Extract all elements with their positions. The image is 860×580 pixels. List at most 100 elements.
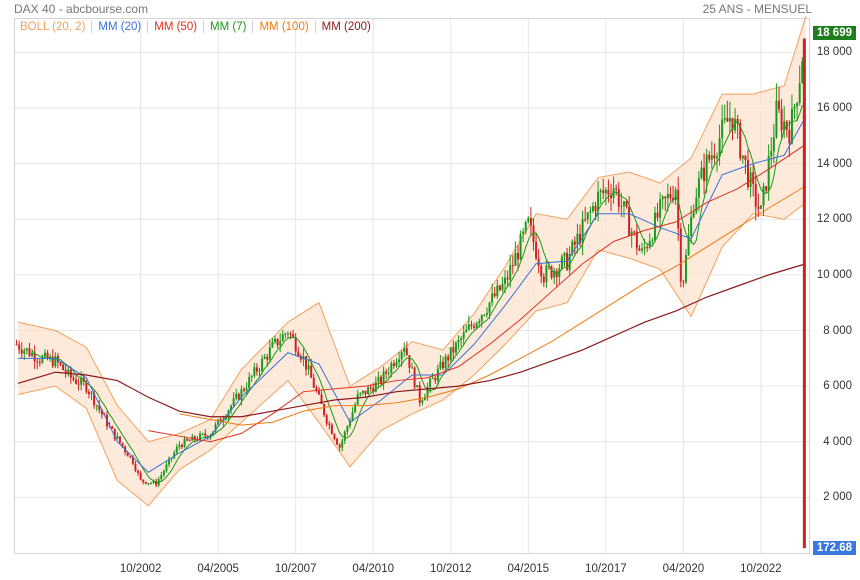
candle-body-52 <box>149 482 152 484</box>
candle-body-144 <box>387 372 390 374</box>
candle-body-200 <box>532 225 535 243</box>
candle-body-271 <box>715 156 718 159</box>
candle-body-217 <box>576 233 579 245</box>
candle-body-4 <box>25 348 28 351</box>
candle-body-83 <box>230 405 233 411</box>
candle-body-235 <box>622 201 625 206</box>
candle-body-303 <box>798 83 801 103</box>
candle-body-167 <box>447 356 450 361</box>
candle-body-249 <box>659 199 662 218</box>
legend-mm20[interactable]: MM (20) <box>98 21 149 33</box>
candle-body-149 <box>400 352 403 360</box>
candle-body-132 <box>356 394 359 405</box>
y-tick-label: 14 000 <box>816 157 852 170</box>
candle-body-66 <box>186 438 189 441</box>
candle-body-103 <box>281 334 284 342</box>
candle-body-159 <box>426 387 429 397</box>
candle-body-63 <box>178 444 181 448</box>
candle-body-179 <box>478 321 481 324</box>
candle-body-237 <box>628 206 631 236</box>
candle-body-293 <box>772 137 775 152</box>
candle-body-156 <box>418 385 421 403</box>
candle-body-41 <box>121 442 124 447</box>
candle-body-118 <box>320 394 323 405</box>
candle-body-165 <box>442 361 445 369</box>
legend-mm100[interactable]: MM (100) <box>259 21 316 33</box>
candle-body-238 <box>630 231 633 236</box>
candle-body-274 <box>723 117 726 120</box>
candle-body-8 <box>36 361 39 363</box>
candle-body-30 <box>93 392 96 406</box>
candle-body-197 <box>524 221 527 232</box>
candle-body-87 <box>240 389 243 400</box>
candle-body-107 <box>292 334 295 338</box>
candle-body-229 <box>607 189 610 195</box>
candle-body-1 <box>18 344 21 350</box>
legend-boll[interactable]: BOLL (20, 2) <box>20 21 93 33</box>
candle-body-157 <box>421 400 424 403</box>
x-tick-label: 04/2015 <box>507 563 550 575</box>
candle-body-61 <box>173 452 176 458</box>
candle-body-113 <box>307 365 310 370</box>
low-price-badge: 172.68 <box>812 541 856 556</box>
legend-mm50[interactable]: MM (50) <box>154 21 205 33</box>
candle-body-286 <box>754 183 757 207</box>
legend-mm200[interactable]: MM (200) <box>321 21 371 33</box>
candle-body-285 <box>752 172 755 184</box>
candle-body-219 <box>581 219 584 244</box>
x-tick-label: 10/2022 <box>740 563 782 575</box>
crash-candle <box>802 38 806 549</box>
candle-body-10 <box>41 356 44 363</box>
candle-body-5 <box>28 348 31 356</box>
candle-body-174 <box>465 329 468 333</box>
y-tick-label: 12 000 <box>816 213 852 226</box>
candle-body-14 <box>51 356 54 367</box>
candle-body-220 <box>584 219 587 221</box>
x-tick-label: 10/2017 <box>585 563 627 575</box>
candle-body-172 <box>460 338 463 341</box>
candle-body-186 <box>496 285 499 297</box>
bollinger-band <box>18 16 806 506</box>
candle-body-73 <box>204 433 207 436</box>
candle-body-31 <box>95 405 98 407</box>
candle-body-259 <box>684 254 687 283</box>
candle-body-40 <box>118 436 121 443</box>
candle-body-231 <box>612 188 615 198</box>
candle-body-166 <box>444 356 447 369</box>
candle-body-176 <box>470 324 473 327</box>
candle-body-54 <box>155 481 158 486</box>
candle-body-119 <box>323 404 326 416</box>
candle-body-151 <box>405 348 408 356</box>
candle-body-43 <box>126 452 129 457</box>
candle-body-171 <box>457 340 460 343</box>
candle-body-39 <box>116 436 119 439</box>
candle-body-177 <box>473 326 476 328</box>
candle-body-170 <box>454 342 457 353</box>
candle-body-13 <box>49 356 52 360</box>
y-tick-label: 8 000 <box>823 324 852 337</box>
candle-body-65 <box>183 438 186 448</box>
candle-body-20 <box>67 369 70 374</box>
candle-body-245 <box>648 241 651 248</box>
legend-mm7[interactable]: MM (7) <box>210 21 254 33</box>
candle-body-126 <box>341 440 344 448</box>
candle-body-22 <box>72 377 75 380</box>
candle-body-25 <box>80 377 83 385</box>
candle-body-248 <box>656 212 659 218</box>
candle-body-161 <box>431 377 434 379</box>
candle-body-283 <box>747 160 750 187</box>
candle-body-188 <box>501 283 504 291</box>
candle-body-18 <box>62 364 65 371</box>
candle-body-277 <box>731 117 734 131</box>
candle-body-296 <box>780 109 783 131</box>
y-tick-label: 2 000 <box>823 491 852 504</box>
candle-body-120 <box>325 415 328 424</box>
candle-body-50 <box>144 481 147 484</box>
candle-body-196 <box>522 231 525 234</box>
candle-body-11 <box>43 352 46 357</box>
candle-body-187 <box>498 285 501 291</box>
candle-body-240 <box>635 231 638 249</box>
candle-body-214 <box>568 253 571 270</box>
candle-body-155 <box>416 385 419 388</box>
